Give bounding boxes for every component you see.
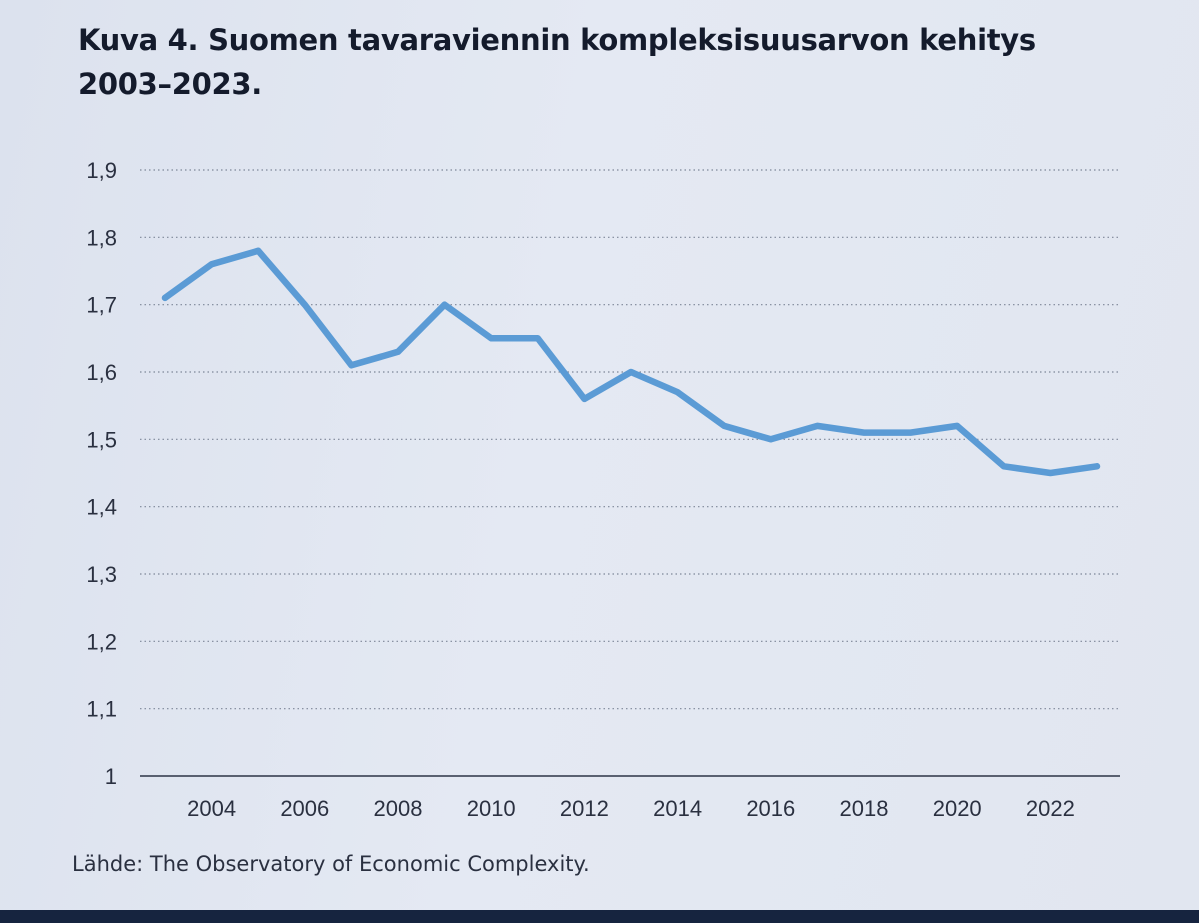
data-point-2012 bbox=[581, 395, 588, 402]
source-note: Lähde: The Observatory of Economic Compl… bbox=[72, 852, 590, 876]
y-tick-label-6: 1,6 bbox=[86, 360, 117, 385]
data-point-2015 bbox=[721, 422, 728, 429]
x-tick-label-2004: 2004 bbox=[187, 796, 236, 821]
data-point-2010 bbox=[488, 335, 495, 342]
chart-title: Kuva 4. Suomen tavaraviennin kompleksisu… bbox=[78, 18, 1158, 106]
x-tick-label-2022: 2022 bbox=[1026, 796, 1075, 821]
x-tick-label-2016: 2016 bbox=[746, 796, 795, 821]
data-point-2019 bbox=[907, 429, 914, 436]
x-tick-label-2008: 2008 bbox=[374, 796, 423, 821]
y-tick-label-2: 1,2 bbox=[86, 629, 117, 654]
chart-title-line-2: 2003–2023. bbox=[78, 67, 262, 101]
x-tick-label-2014: 2014 bbox=[653, 796, 702, 821]
y-axis-ticks: 1 1,1 1,2 1,3 1,4 1,5 1,6 1,7 1,8 1,9 bbox=[86, 158, 117, 789]
chart-title-line-1: Kuva 4. Suomen tavaraviennin kompleksisu… bbox=[78, 23, 1036, 57]
y-tick-label-0: 1 bbox=[105, 764, 117, 789]
data-point-2014 bbox=[674, 389, 681, 396]
y-tick-label-4: 1,4 bbox=[86, 495, 117, 520]
y-tick-label-1: 1,1 bbox=[86, 697, 117, 722]
y-tick-label-3: 1,3 bbox=[86, 562, 117, 587]
x-tick-label-2018: 2018 bbox=[840, 796, 889, 821]
data-point-2003 bbox=[162, 294, 168, 301]
y-tick-label-5: 1,5 bbox=[86, 427, 117, 452]
data-point-2017 bbox=[814, 422, 821, 429]
x-axis-ticks: 2004 2006 2008 2010 2012 2014 2016 2018 2020 2022 bbox=[187, 796, 1075, 821]
y-tick-label-7: 1,7 bbox=[86, 293, 117, 318]
data-point-2008 bbox=[395, 348, 401, 355]
data-point-2004 bbox=[208, 261, 215, 268]
gridlines bbox=[140, 169, 1120, 777]
data-point-2007 bbox=[348, 362, 355, 369]
bottom-frame-bar bbox=[0, 910, 1199, 923]
x-tick-label-2012: 2012 bbox=[560, 796, 609, 821]
data-point-2011 bbox=[534, 335, 541, 342]
y-tick-label-9: 1,9 bbox=[86, 158, 117, 183]
data-point-2022 bbox=[1047, 470, 1054, 476]
x-tick-label-2010: 2010 bbox=[467, 796, 516, 821]
data-point-2006 bbox=[301, 301, 308, 308]
data-point-2023 bbox=[1094, 463, 1100, 470]
data-point-2021 bbox=[1000, 463, 1007, 470]
x-tick-label-2020: 2020 bbox=[933, 796, 982, 821]
x-tick-label-2006: 2006 bbox=[280, 796, 329, 821]
data-point-2016 bbox=[767, 436, 774, 443]
series-layer bbox=[161, 247, 1101, 477]
data-point-2009 bbox=[441, 301, 448, 308]
y-tick-label-8: 1,8 bbox=[86, 225, 117, 250]
data-point-2013 bbox=[628, 369, 634, 375]
data-point-2005 bbox=[255, 247, 262, 254]
data-point-2018 bbox=[861, 429, 867, 436]
data-point-2020 bbox=[954, 422, 961, 429]
